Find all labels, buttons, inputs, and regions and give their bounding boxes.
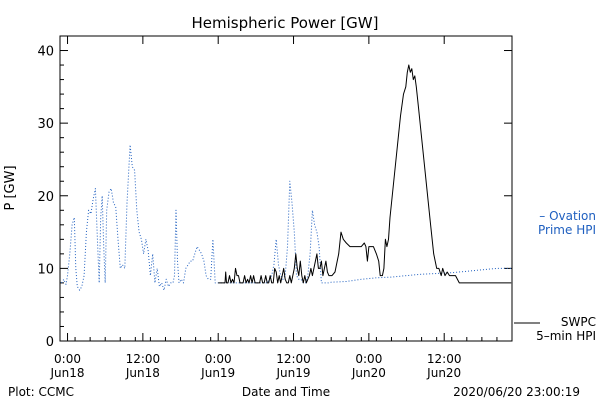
x-tick-label: 0:00 bbox=[54, 352, 81, 366]
x-tick-label: Jun19 bbox=[200, 366, 235, 380]
x-tick-label: Jun20 bbox=[426, 366, 461, 380]
x-tick-label: Jun20 bbox=[351, 366, 386, 380]
y-tick-label: 30 bbox=[37, 117, 54, 132]
y-tick-label: 10 bbox=[37, 262, 54, 277]
x-tick-label: Jun18 bbox=[50, 366, 85, 380]
legend-label-swpc: 5–min HPI bbox=[536, 329, 596, 343]
x-axis: 0:00Jun1812:00Jun180:00Jun1912:00Jun190:… bbox=[50, 36, 513, 380]
plot-credit: Plot: CCMC bbox=[8, 385, 74, 399]
x-tick-label: 12:00 bbox=[427, 352, 462, 366]
x-axis-label: Date and Time bbox=[242, 385, 330, 399]
legend-label-ovation: Prime HPI bbox=[538, 223, 596, 237]
series-line-swpc bbox=[218, 64, 512, 284]
y-tick-label: 0 bbox=[46, 335, 54, 350]
y-axis-label: P [GW] bbox=[3, 165, 18, 210]
series-line-ovation bbox=[61, 144, 512, 291]
legend-label-ovation: – Ovation bbox=[539, 209, 596, 223]
x-tick-label: 0:00 bbox=[355, 352, 382, 366]
x-tick-label: 12:00 bbox=[276, 352, 311, 366]
chart-title: Hemispheric Power [GW] bbox=[192, 14, 379, 32]
plot-timestamp: 2020/06/20 23:00:19 bbox=[453, 385, 580, 399]
y-tick-label: 20 bbox=[37, 190, 54, 205]
x-tick-label: 0:00 bbox=[205, 352, 232, 366]
x-tick-label: 12:00 bbox=[126, 352, 161, 366]
y-axis: 0 10 20 30 40 bbox=[37, 45, 512, 350]
x-tick-label: Jun19 bbox=[276, 366, 311, 380]
legend-label-swpc: SWPC bbox=[561, 315, 596, 329]
y-tick-label: 40 bbox=[37, 45, 54, 60]
series-layer bbox=[61, 64, 512, 291]
x-tick-label: Jun18 bbox=[125, 366, 160, 380]
